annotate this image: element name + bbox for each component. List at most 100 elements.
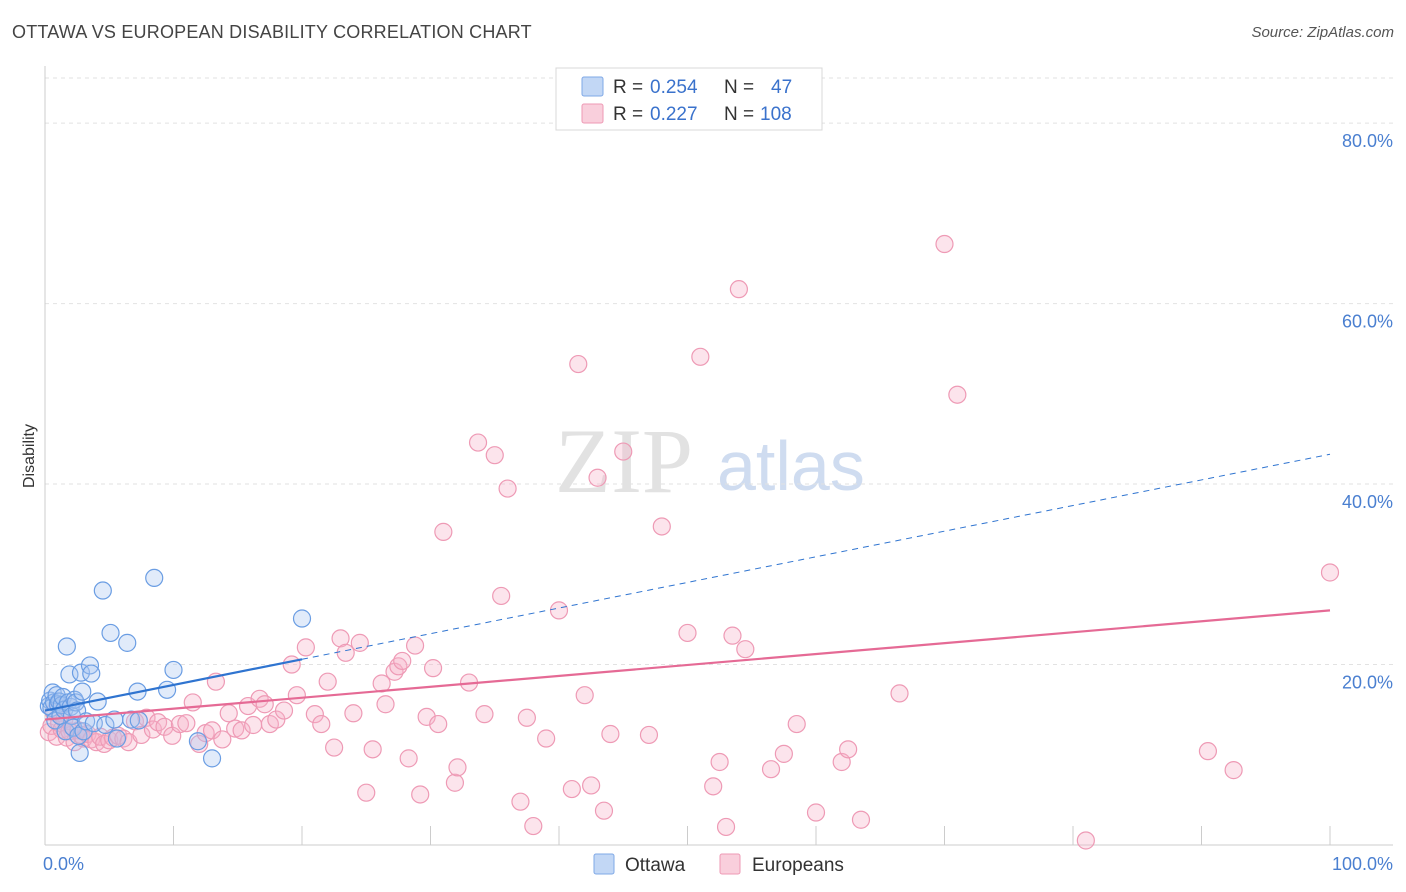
europeans-point	[1198, 742, 1218, 761]
europeans-point	[652, 517, 671, 536]
europeans-point	[806, 803, 826, 822]
europeans-point	[305, 705, 324, 724]
ottawa-trend-extension	[301, 453, 1331, 660]
europeans-point	[1320, 563, 1340, 582]
ottawa-point	[118, 633, 137, 652]
europeans-point	[170, 714, 190, 734]
europeans-point	[710, 752, 729, 772]
europeans-point	[250, 689, 269, 708]
europeans-point	[417, 707, 436, 726]
europeans-point	[350, 633, 369, 652]
x-tick-labels: 0.0% 100.0%	[43, 854, 1393, 874]
data-points	[39, 234, 1340, 850]
europeans-point	[691, 347, 710, 366]
y-tick-label: 20.0%	[1342, 673, 1393, 693]
europeans-point	[445, 773, 465, 792]
europeans-point	[357, 783, 376, 802]
ottawa-point	[188, 732, 208, 751]
x-tick-label: 100.0%	[1332, 854, 1393, 874]
y-axis-label: Disability	[21, 424, 38, 488]
europeans-point	[287, 686, 306, 705]
ottawa-point	[107, 729, 127, 748]
europeans-point	[468, 433, 488, 452]
ottawa-trend-line	[44, 658, 303, 712]
europeans-point	[569, 354, 588, 374]
europeans-point	[393, 651, 412, 671]
europeans-point	[678, 623, 697, 643]
x-tick-label: 0.0%	[43, 854, 84, 874]
europeans-trend-line	[44, 609, 1331, 721]
europeans-point	[524, 816, 543, 836]
europeans-point	[226, 719, 245, 738]
europeans-point	[429, 714, 448, 734]
trend-lines	[44, 453, 1331, 721]
europeans-point	[723, 626, 742, 645]
europeans-point	[948, 385, 967, 404]
gridlines	[45, 77, 1393, 666]
europeans-point	[492, 586, 511, 606]
europeans-point	[411, 785, 430, 804]
europeans-point	[716, 817, 736, 837]
europeans-point	[601, 724, 620, 744]
europeans-point	[244, 715, 263, 735]
y-tick-labels: 20.0% 40.0% 60.0% 80.0%	[1342, 131, 1393, 692]
y-tick-label: 60.0%	[1342, 312, 1393, 332]
europeans-point	[787, 714, 806, 734]
europeans-point	[312, 714, 331, 734]
europeans-point	[549, 601, 569, 620]
y-tick-label: 80.0%	[1342, 131, 1393, 151]
europeans-point	[704, 777, 723, 796]
europeans-point	[448, 758, 467, 777]
ottawa-point	[82, 664, 101, 683]
legend-r-value-ottawa: 0.254	[650, 77, 698, 98]
europeans-point	[232, 721, 251, 740]
europeans-point	[729, 280, 749, 299]
europeans-point	[1076, 831, 1095, 850]
legend-r-label-ottawa: R =	[613, 77, 643, 98]
europeans-point	[614, 442, 633, 461]
bottom-legend-swatch-europeans	[719, 853, 741, 875]
legend-r-value-europeans: 0.227	[650, 104, 698, 125]
europeans-point	[213, 730, 232, 749]
ottawa-point	[202, 749, 222, 768]
legend-n-label-ottawa: N =	[724, 77, 754, 98]
ottawa-point	[70, 743, 89, 763]
europeans-point	[851, 810, 871, 829]
europeans-point	[399, 749, 418, 768]
europeans-point	[890, 684, 909, 703]
europeans-point	[434, 522, 453, 541]
legend-r-label-europeans: R =	[613, 104, 643, 125]
series-legend: Ottawa Europeans	[593, 853, 844, 876]
bottom-legend-label-europeans: Europeans	[752, 855, 844, 876]
europeans-point	[274, 701, 294, 720]
europeans-point	[423, 659, 443, 678]
ottawa-point	[101, 623, 120, 643]
europeans-point	[582, 776, 601, 795]
europeans-point	[363, 740, 382, 759]
ottawa-point	[93, 581, 112, 600]
ottawa-point	[73, 682, 92, 701]
europeans-point	[282, 655, 301, 674]
europeans-point	[537, 729, 556, 748]
europeans-point	[839, 740, 858, 759]
europeans-point	[475, 705, 494, 724]
y-tick-label: 40.0%	[1342, 492, 1393, 512]
europeans-point	[219, 704, 238, 723]
ottawa-point	[57, 637, 76, 656]
legend-swatch-europeans	[581, 103, 604, 124]
europeans-point	[594, 801, 614, 820]
europeans-point	[1224, 761, 1243, 780]
europeans-point	[318, 672, 337, 691]
bottom-legend-swatch-ottawa	[593, 853, 615, 875]
ottawa-point	[121, 710, 141, 729]
stats-legend: R = 0.254 N = 47 R = 0.227 N = 108	[555, 67, 823, 131]
source-label: Source: ZipAtlas.com	[1251, 24, 1394, 41]
ottawa-point	[60, 665, 79, 684]
europeans-point	[296, 638, 315, 657]
europeans-point	[736, 640, 755, 659]
europeans-point	[935, 234, 954, 254]
europeans-point	[485, 446, 504, 465]
ottawa-point	[157, 680, 177, 699]
europeans-point	[405, 636, 425, 655]
